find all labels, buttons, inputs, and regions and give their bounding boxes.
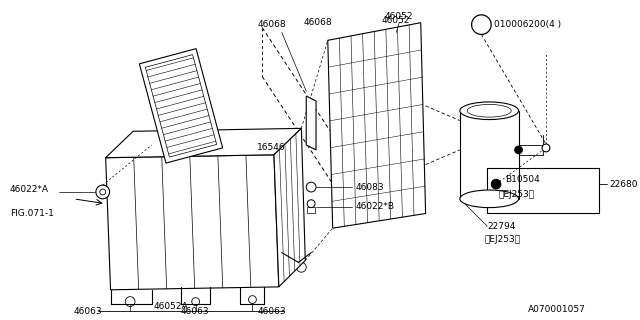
Text: 〈EJ253〉: 〈EJ253〉 [499, 190, 535, 199]
Polygon shape [106, 128, 301, 158]
Circle shape [307, 182, 316, 192]
Text: 46063: 46063 [74, 307, 102, 316]
Ellipse shape [460, 190, 518, 208]
Circle shape [542, 144, 550, 152]
Text: 46068: 46068 [258, 20, 286, 29]
Circle shape [307, 200, 315, 208]
Text: 46068: 46068 [303, 18, 332, 27]
Polygon shape [140, 49, 223, 163]
Text: B10504: B10504 [505, 175, 540, 184]
Circle shape [515, 146, 522, 154]
Circle shape [125, 297, 135, 307]
Text: 46022*A: 46022*A [10, 185, 49, 194]
Text: 46083: 46083 [355, 183, 384, 192]
Polygon shape [106, 155, 279, 290]
Circle shape [100, 189, 106, 195]
Polygon shape [307, 96, 316, 150]
Text: FIG.071-1: FIG.071-1 [10, 209, 54, 218]
Text: 16546: 16546 [257, 143, 286, 152]
Circle shape [248, 296, 257, 303]
Text: A070001057: A070001057 [529, 305, 586, 314]
Text: 010006200(4 ): 010006200(4 ) [494, 20, 561, 29]
Text: 46063: 46063 [181, 307, 210, 316]
Text: 46063: 46063 [257, 307, 286, 316]
Text: 46052A: 46052A [154, 302, 189, 311]
Ellipse shape [460, 102, 518, 120]
Polygon shape [145, 55, 217, 157]
Text: 22794: 22794 [487, 222, 516, 231]
Text: B: B [478, 20, 484, 29]
Circle shape [192, 298, 200, 306]
Text: 46052: 46052 [381, 16, 410, 25]
Circle shape [472, 15, 491, 35]
Circle shape [491, 179, 501, 189]
Bar [307, 207, 315, 212]
Text: 46052: 46052 [385, 12, 413, 21]
Text: 22680: 22680 [609, 180, 638, 188]
Text: 〈EJ253〉: 〈EJ253〉 [484, 236, 520, 244]
Polygon shape [274, 128, 305, 287]
Circle shape [96, 185, 109, 199]
Polygon shape [328, 23, 426, 228]
Text: 46022*B: 46022*B [355, 202, 394, 211]
Ellipse shape [467, 104, 511, 117]
Circle shape [296, 262, 307, 272]
